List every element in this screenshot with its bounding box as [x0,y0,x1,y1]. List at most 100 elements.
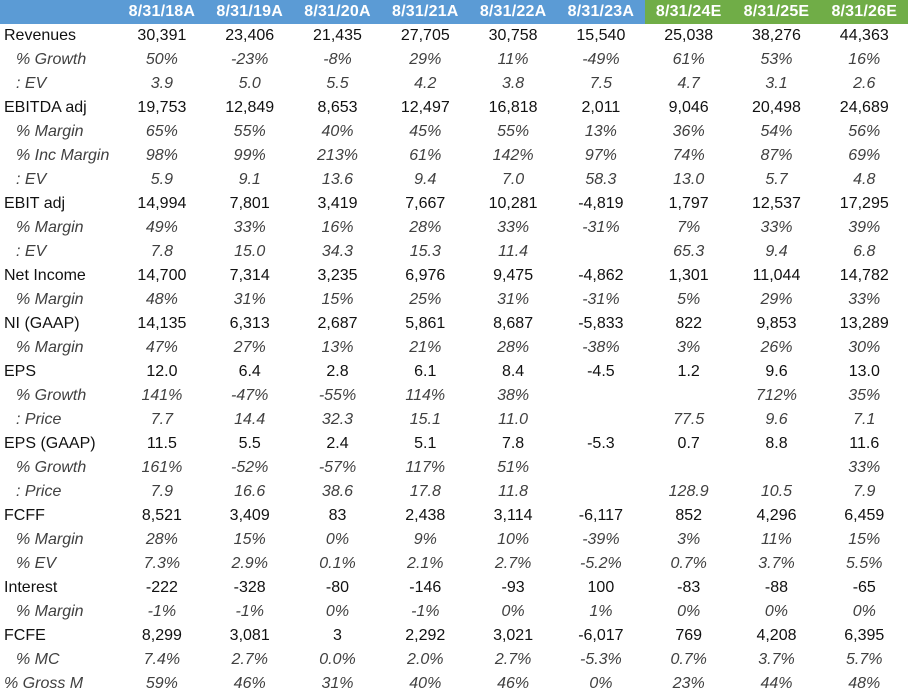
table-cell[interactable]: 40% [321,123,354,140]
table-cell[interactable]: -83 [677,579,701,596]
table-cell[interactable]: 34.3 [321,243,354,260]
table-cell[interactable]: 0.7 [677,435,700,452]
table-cell[interactable]: 35% [848,387,881,404]
table-cell[interactable]: 4.8 [853,171,876,188]
table-cell[interactable]: 0% [501,603,525,620]
row-label[interactable]: Revenues [4,27,77,44]
table-cell[interactable]: 11% [761,531,792,548]
table-cell[interactable] [645,384,733,408]
table-cell[interactable]: 7,314 [229,267,270,284]
table-cell[interactable]: 5.5 [238,435,261,452]
table-cell[interactable]: 6,313 [229,315,270,332]
table-cell[interactable]: 2,438 [405,507,446,524]
table-cell[interactable]: 2.9% [231,555,268,572]
table-cell[interactable]: 33% [848,291,881,308]
table-cell[interactable]: 7% [677,219,701,236]
row-label[interactable]: : Price [16,483,62,500]
table-cell[interactable]: 26% [760,339,793,356]
table-cell[interactable]: 5,861 [405,315,446,332]
row-label[interactable]: % Margin [16,219,84,236]
table-cell[interactable]: 9,853 [756,315,797,332]
table-cell[interactable]: 5.7% [846,651,883,668]
table-cell[interactable]: 10% [497,531,530,548]
column-header-8-31-24E[interactable]: 8/31/24E [644,0,733,24]
table-cell[interactable]: 12,537 [752,195,801,212]
table-cell[interactable]: 14,782 [839,267,889,284]
table-cell[interactable]: 15.3 [409,243,441,260]
table-cell[interactable]: 6.4 [238,363,261,380]
column-header-8-31-21A[interactable]: 8/31/21A [381,0,470,24]
table-cell[interactable]: 9.4 [765,243,788,260]
table-cell[interactable]: -1% [235,603,264,620]
table-cell[interactable]: 77.5 [673,411,705,428]
table-cell[interactable]: -8% [323,51,352,68]
table-cell[interactable]: 5.1 [414,435,437,452]
table-cell[interactable]: 6,395 [844,627,885,644]
table-cell[interactable]: 33% [233,219,266,236]
row-label[interactable]: FCFF [4,507,45,524]
table-cell[interactable]: -5,833 [578,315,624,332]
row-label[interactable]: % Growth [16,51,87,68]
table-cell[interactable]: 69% [848,147,881,164]
table-cell[interactable]: 38,276 [752,27,801,44]
table-cell[interactable]: 12,849 [225,99,275,116]
table-cell[interactable]: 9.4 [414,171,437,188]
table-cell[interactable]: 11.5 [146,435,177,452]
table-cell[interactable]: 11,044 [752,267,801,284]
table-cell[interactable]: 24,689 [839,99,889,116]
row-label[interactable]: EBIT adj [4,195,66,212]
table-cell[interactable]: 14,135 [137,315,187,332]
table-cell[interactable]: 0% [852,603,876,620]
table-cell[interactable]: 2,011 [581,99,621,116]
row-label[interactable]: EPS (GAAP) [4,435,96,452]
table-cell[interactable]: 6.1 [414,363,437,380]
table-cell[interactable]: 3,021 [493,627,534,644]
table-cell[interactable]: 55% [233,123,266,140]
table-cell[interactable]: 40% [409,675,442,692]
table-cell[interactable]: 30% [848,339,881,356]
table-cell[interactable]: -328 [233,579,266,596]
table-cell[interactable]: 7.3% [143,555,181,572]
table-cell[interactable]: 3.7% [758,651,795,668]
table-cell[interactable]: 98% [145,147,178,164]
table-cell[interactable]: 9.6 [765,411,788,428]
table-cell[interactable]: 13,289 [839,315,889,332]
table-cell[interactable]: 12.0 [146,363,178,380]
table-cell[interactable]: 23% [672,675,705,692]
table-cell[interactable]: 2.4 [326,435,349,452]
table-cell[interactable]: 2,687 [317,315,358,332]
table-cell[interactable]: 11.0 [498,411,529,428]
table-cell[interactable]: 0% [677,603,701,620]
row-label[interactable]: EBITDA adj [4,99,87,116]
table-cell[interactable]: 9.6 [765,363,788,380]
table-cell[interactable]: 128.9 [668,483,709,500]
table-cell[interactable]: 61% [409,147,442,164]
table-cell[interactable]: 61% [672,51,705,68]
table-cell[interactable]: 7,801 [229,195,270,212]
table-cell[interactable]: 3% [677,531,701,548]
table-cell[interactable]: -1% [411,603,440,620]
table-cell[interactable]: 27% [233,339,266,356]
table-cell[interactable]: 0.0% [319,651,356,668]
row-label[interactable]: % Margin [16,291,84,308]
table-cell[interactable]: 6,459 [844,507,885,524]
table-cell[interactable]: 13% [321,339,354,356]
table-cell[interactable]: -47% [231,387,269,404]
table-cell[interactable]: 11.4 [498,243,529,260]
table-cell[interactable]: 822 [675,315,703,332]
table-cell[interactable] [557,480,645,504]
table-cell[interactable]: 5.5 [326,75,349,92]
table-cell[interactable]: 16% [848,51,881,68]
table-cell[interactable]: 12,497 [400,99,450,116]
table-cell[interactable]: 5% [677,291,701,308]
table-cell[interactable]: 17.8 [409,483,441,500]
table-cell[interactable] [733,456,821,480]
table-cell[interactable]: 29% [760,291,793,308]
row-label[interactable]: % Inc Margin [16,147,110,164]
table-cell[interactable]: -39% [582,531,620,548]
table-cell[interactable]: 33% [497,219,530,236]
table-cell[interactable]: 15.0 [234,243,266,260]
table-cell[interactable]: 13.0 [673,171,705,188]
table-cell[interactable]: -31% [582,219,620,236]
row-label[interactable]: EPS [4,363,37,380]
